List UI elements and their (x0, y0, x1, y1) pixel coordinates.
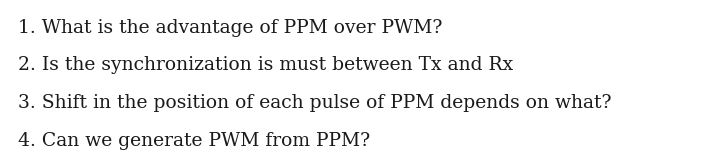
Text: 2. Is the synchronization is must between Tx and Rx: 2. Is the synchronization is must betwee… (18, 56, 513, 74)
Text: 1. What is the advantage of PPM over PWM?: 1. What is the advantage of PPM over PWM… (18, 19, 442, 37)
Text: 4. Can we generate PWM from PPM?: 4. Can we generate PWM from PPM? (18, 132, 370, 150)
Text: 3. Shift in the position of each pulse of PPM depends on what?: 3. Shift in the position of each pulse o… (18, 94, 611, 112)
